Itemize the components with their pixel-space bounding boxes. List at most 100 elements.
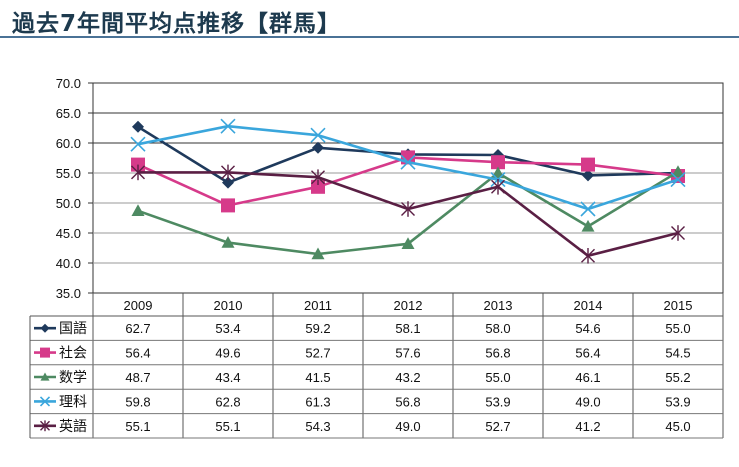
data-point: [670, 172, 686, 188]
series-lines: [130, 118, 686, 264]
y-tick-label: 50.0: [56, 196, 81, 211]
data-point: [222, 176, 234, 189]
square-marker: [221, 198, 235, 213]
diamond-marker: [222, 176, 234, 189]
table-cell-value: 46.1: [575, 370, 600, 385]
legend-label: 社会: [59, 346, 87, 362]
y-tick-label: 35.0: [56, 286, 81, 301]
diamond-marker: [582, 169, 594, 182]
triangle-marker: [311, 247, 325, 260]
table-cell-value: 41.2: [575, 419, 600, 434]
table-cell-value: 56.8: [485, 346, 510, 361]
page-title: 過去7年間平均点推移【群馬】: [12, 11, 342, 37]
table-cell-value: 55.0: [485, 370, 510, 385]
table-cell-value: 57.6: [395, 346, 420, 361]
table-cell-value: 53.4: [215, 321, 240, 336]
legend-key-marker: [40, 420, 50, 432]
square-marker: [581, 157, 595, 172]
triangle-marker: [131, 204, 145, 216]
triangle-marker: [581, 219, 595, 232]
x-marker-stroke: [130, 136, 146, 152]
data-point: [311, 247, 325, 260]
data-point: [220, 118, 236, 134]
x-marker-stroke: [220, 118, 236, 134]
data-point: [311, 169, 325, 185]
triangle-marker: [401, 237, 415, 249]
data-point: [581, 157, 595, 172]
table-cell-value: 58.0: [485, 321, 510, 336]
gridlines: [88, 82, 724, 294]
square-marker: [491, 155, 505, 170]
table-cell-value: 43.2: [395, 370, 420, 385]
y-axis-ticks: 70.0 65.0 60.0 55.0 50.0 45.0 40.0 35.0: [56, 76, 81, 301]
table-cell-value: 55.0: [665, 321, 690, 336]
x-marker-stroke: [580, 201, 596, 217]
x-category-label: 2010: [214, 298, 243, 313]
table-cell-value: 55.1: [125, 419, 150, 434]
data-point: [132, 120, 144, 133]
table-cell-value: 49.0: [395, 419, 420, 434]
legend-key-marker: [40, 347, 50, 358]
table-cell-value: 52.7: [485, 419, 510, 434]
table-cell-value: 61.3: [305, 394, 330, 409]
legend-label: 英語: [59, 418, 87, 435]
table-cell-value: 49.0: [575, 394, 600, 409]
legend-key-marker: [40, 372, 50, 381]
diamond-marker: [312, 141, 324, 154]
table-cell-value: 54.3: [305, 419, 330, 434]
table-cell-value: 54.5: [665, 346, 690, 361]
diamond-marker: [40, 323, 50, 333]
data-point: [401, 201, 415, 217]
series-line-3: [137, 124, 679, 211]
table-cell-value: 43.4: [215, 370, 240, 385]
table-cell-value: 52.7: [305, 346, 330, 361]
table-cell-value: 56.4: [125, 346, 150, 361]
data-point: [221, 198, 235, 213]
diamond-marker: [132, 120, 144, 133]
data-point: [131, 164, 145, 181]
y-tick-label: 55.0: [56, 166, 81, 181]
x-category-label: 2009: [124, 298, 153, 313]
x-marker-stroke: [400, 154, 416, 170]
data-point: [310, 127, 326, 143]
table-cell-value: 58.1: [395, 321, 420, 336]
x-category-label: 2014: [574, 298, 603, 313]
square-marker: [311, 179, 325, 194]
x-marker-stroke: [39, 396, 51, 407]
triangle-marker: [221, 236, 235, 248]
data-point: [130, 136, 146, 152]
table-cell-value: 53.9: [665, 394, 690, 409]
data-point: [491, 155, 505, 170]
table-cell-value: 55.1: [215, 419, 240, 434]
legend-label: 理科: [59, 394, 87, 410]
legend-key-marker: [40, 323, 50, 333]
table-cell-value: 53.9: [485, 394, 510, 409]
data-point: [312, 141, 324, 154]
table-cell-value: 41.5: [305, 370, 330, 385]
square-marker: [40, 347, 50, 358]
y-tick-label: 40.0: [56, 256, 81, 271]
table-cell-value: 48.7: [125, 370, 150, 385]
x-category-label: 2015: [664, 298, 693, 313]
legend-key-marker: [39, 396, 51, 407]
x-marker-stroke: [310, 127, 326, 143]
table-cell-value: 59.8: [125, 394, 150, 409]
y-tick-label: 70.0: [56, 76, 81, 91]
data-point: [582, 169, 594, 182]
table-cell-value: 56.8: [395, 394, 420, 409]
legend-label: 数学: [59, 370, 87, 386]
legend-label: 国語: [59, 321, 87, 337]
data-point: [581, 219, 595, 232]
data-point: [671, 165, 685, 177]
data-point: [580, 201, 596, 217]
table-cell-value: 54.6: [575, 321, 600, 336]
y-tick-label: 45.0: [56, 226, 81, 241]
x-marker-stroke: [670, 172, 686, 188]
x-category-label: 2012: [394, 298, 423, 313]
triangle-marker: [40, 372, 50, 381]
y-tick-label: 60.0: [56, 136, 81, 151]
x-category-label: 2013: [484, 298, 513, 313]
data-point: [221, 236, 235, 248]
table-cell-value: 62.8: [215, 394, 240, 409]
